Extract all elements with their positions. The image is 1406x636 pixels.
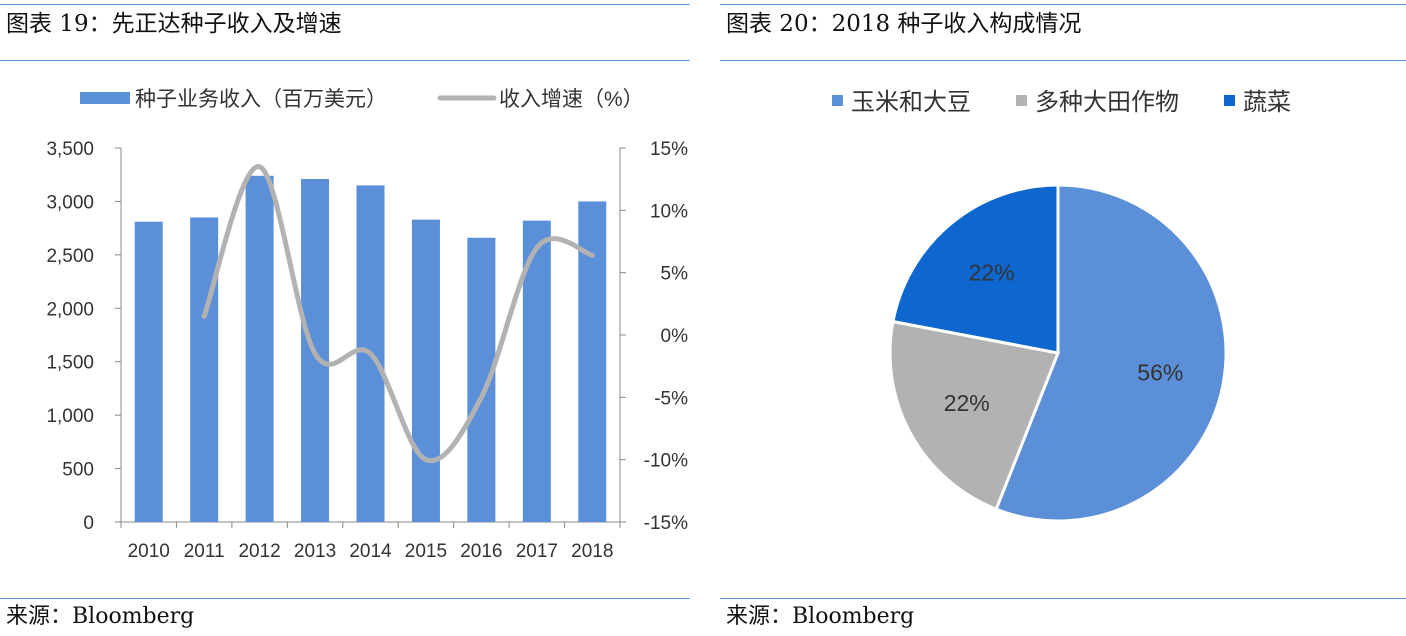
right-tick-label: 10% [650,201,688,222]
right-tick-label: -5% [654,388,688,409]
figure-20-title: 图表 20：2018 种子收入构成情况 [726,11,1082,37]
figure-19-title: 图表 19：先正达种子收入及增速 [6,11,342,37]
legend-label: 多种大田作物 [1035,89,1179,116]
left-tick-label: 2,500 [46,246,94,267]
legend-swatch [1016,95,1027,106]
x-tick-label: 2010 [128,541,170,562]
right-tick-label: 0% [661,326,689,347]
x-tick-label: 2012 [238,541,280,562]
figure-20-panel: 图表 20：2018 种子收入构成情况 玉米和大豆 多种大田作物 蔬菜 56% 22% 2… [720,0,1406,636]
x-tick-label: 2016 [460,541,502,562]
x-tick-label: 2011 [184,541,225,562]
pie-slice-label: 22% [944,390,990,416]
left-tick-label: 1,500 [46,353,94,374]
seed-revenue-chart: 种子业务收入（百万美元） 收入增速（%） 0 500 1,000 1,500 2,000 2,… [46,88,689,562]
pie-slice-label: 56% [1137,360,1183,386]
right-tick-label: -15% [644,513,688,534]
left-tick-label: 2,000 [46,299,94,320]
pie-slice [888,319,1061,512]
x-tick-label: 2014 [349,541,392,562]
right-tick-label: 5% [661,264,689,285]
legend-bar-label: 种子业务收入（百万美元） [135,88,387,111]
pie-slice-label: 22% [969,260,1015,286]
source-rule [0,598,690,599]
right-tick-label: -10% [644,451,688,472]
right-tick-label: 15% [650,139,688,160]
legend-label: 玉米和大豆 [851,89,971,116]
figure-19-source: 来源：Bloomberg [6,604,195,629]
source-rule [720,598,1406,599]
top-rule [0,4,690,5]
x-tick-label: 2013 [294,541,336,562]
legend-bar-swatch [80,92,130,104]
left-tick-label: 0 [83,513,94,534]
revenue-composition-pie-chart: 玉米和大豆 多种大田作物 蔬菜 56% 22% 22% [832,89,1291,523]
revenue-bar [245,175,274,522]
x-tick-label: 2018 [571,541,613,562]
legend-swatch [832,95,843,106]
pie-slice [994,183,1228,523]
legend-swatch [1224,95,1235,106]
revenue-bar [134,221,163,522]
left-tick-label: 1,000 [46,406,94,427]
legend-line-label: 收入增速（%） [499,88,644,111]
revenue-bar [190,217,219,522]
legend-label: 蔬菜 [1243,89,1291,116]
top-rule [720,4,1406,5]
title-rule [0,60,690,61]
left-tick-label: 3,500 [46,139,94,160]
title-rule [720,60,1406,61]
left-tick-label: 500 [62,460,94,481]
revenue-bar [411,219,440,522]
x-tick-label: 2017 [516,541,558,562]
figure-20-source: 来源：Bloomberg [726,604,915,629]
pie-slice [891,183,1060,355]
left-tick-label: 3,000 [46,192,94,213]
growth-rate-line [201,164,595,464]
x-tick-label: 2015 [405,541,447,562]
figure-19-panel: 图表 19：先正达种子收入及增速 种子业务收入（百万美元） 收入增速（%） 0 500… [0,0,690,636]
